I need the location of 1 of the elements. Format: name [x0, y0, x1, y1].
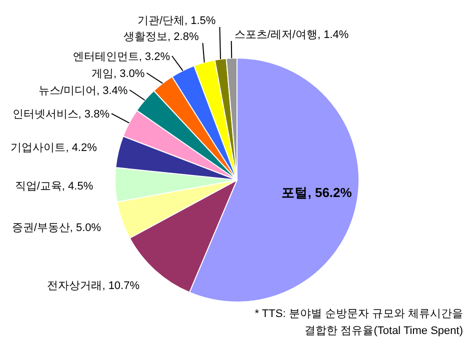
annotation: * TTS: 분야별 순방문자 규모와 체류시간을 결합한 점유율(Total Time Spent) — [254, 307, 463, 339]
